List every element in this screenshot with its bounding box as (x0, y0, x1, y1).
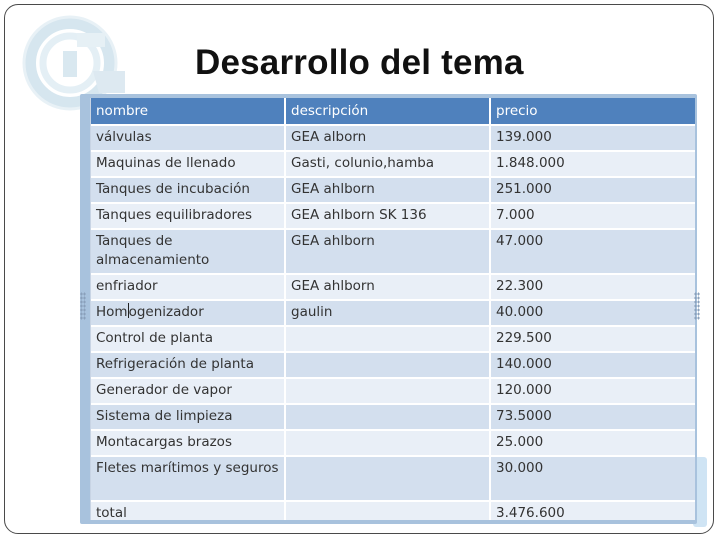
cell-descripcion (285, 351, 491, 378)
table-row: Control de planta 229.500 (91, 325, 695, 352)
table-row: Sistema de limpieza 73.5000 (91, 403, 695, 430)
cell-precio: 229.500 (490, 325, 695, 352)
cell-nombre: Montacargas brazos (91, 429, 286, 456)
cell-precio: 30.000 (490, 455, 695, 501)
cell-precio: 7.000 (490, 202, 695, 229)
cell-nombre: Tanques de almacenamiento (91, 228, 286, 274)
cell-precio: 140.000 (490, 351, 695, 378)
cell-descripcion: GEA alborn (285, 124, 491, 151)
cell-precio: 40.000 (490, 299, 695, 326)
table-row: Homogenizador gaulin 40.000 (91, 299, 695, 326)
cell-nombre: Maquinas de llenado (91, 150, 286, 177)
cell-descripcion: GEA ahlborn (285, 273, 491, 300)
cell-descripcion: Gasti, colunio,hamba (285, 150, 491, 177)
cell-precio: 73.5000 (490, 403, 695, 430)
cell-nombre-part-b: ogenizador (128, 304, 204, 320)
price-table: nombre descripción precio válvulas GEA a… (91, 98, 695, 520)
cell-descripcion (285, 325, 491, 352)
cell-descripcion (285, 377, 491, 404)
table-row: Tanques equilibradores GEA ahlborn SK 13… (91, 202, 695, 229)
cell-precio: 47.000 (490, 228, 695, 274)
cell-nombre: Sistema de limpieza (91, 403, 286, 430)
cell-descripcion: GEA ahlborn SK 136 (285, 202, 491, 229)
cell-nombre: Control de planta (91, 325, 286, 352)
table-row: Maquinas de llenado Gasti, colunio,hamba… (91, 150, 695, 177)
cell-nombre: enfriador (91, 273, 286, 300)
cell-nombre: Tanques equilibradores (91, 202, 286, 229)
resize-handle-left[interactable] (80, 292, 86, 320)
cell-nombre: Tanques de incubación (91, 176, 286, 203)
text-cursor (127, 303, 129, 318)
table-row: enfriador GEA ahlborn 22.300 (91, 273, 695, 300)
cell-descripcion (285, 500, 491, 520)
cell-precio: 139.000 (490, 124, 695, 151)
cell-nombre-part-a: Hom (96, 304, 128, 320)
cell-descripcion (285, 403, 491, 430)
table-row: Tanques de incubación GEA ahlborn 251.00… (91, 176, 695, 203)
cell-descripcion (285, 429, 491, 456)
cell-descripcion: GEA ahlborn (285, 176, 491, 203)
table-row: Tanques de almacenamiento GEA ahlborn 47… (91, 228, 695, 274)
cell-descripcion: gaulin (285, 299, 491, 326)
cell-nombre: Refrigeración de planta (91, 351, 286, 378)
cell-precio: 22.300 (490, 273, 695, 300)
header-nombre: nombre (91, 98, 286, 125)
cell-nombre[interactable]: Homogenizador (91, 299, 286, 326)
resize-handle-right[interactable] (694, 292, 700, 320)
price-table-container: nombre descripción precio válvulas GEA a… (80, 94, 697, 524)
cell-nombre: total (91, 500, 286, 520)
table-row: Refrigeración de planta 140.000 (91, 351, 695, 378)
table-row-total: total 3.476.600 (91, 500, 695, 520)
cell-nombre: Fletes marítimos y seguros (91, 455, 286, 501)
cell-precio: 3.476.600 (490, 500, 695, 520)
cell-precio: 25.000 (490, 429, 695, 456)
institution-logo-icon (22, 15, 125, 111)
cell-descripcion (285, 455, 491, 501)
table-row: Generador de vapor 120.000 (91, 377, 695, 404)
cell-descripcion: GEA ahlborn (285, 228, 491, 274)
cell-precio: 120.000 (490, 377, 695, 404)
cell-nombre: Generador de vapor (91, 377, 286, 404)
header-descripcion: descripción (285, 98, 491, 125)
table-row: Fletes marítimos y seguros 30.000 (91, 455, 695, 501)
header-precio: precio (490, 98, 695, 125)
cell-precio: 1.848.000 (490, 150, 695, 177)
table-header-row: nombre descripción precio (91, 98, 695, 125)
table-row: Montacargas brazos 25.000 (91, 429, 695, 456)
table-row: válvulas GEA alborn 139.000 (91, 124, 695, 151)
slide-title: Desarrollo del tema (195, 43, 524, 82)
cell-nombre: válvulas (91, 124, 286, 151)
cell-precio: 251.000 (490, 176, 695, 203)
